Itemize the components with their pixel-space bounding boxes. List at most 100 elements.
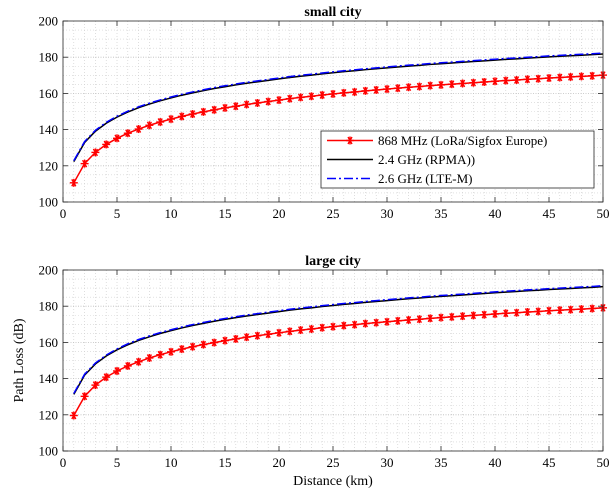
data-point [523,307,532,316]
data-point [404,315,413,324]
data-point [415,315,424,324]
data-point [480,310,489,319]
data-point [458,312,467,321]
data-point [404,83,413,92]
data-point [512,308,521,317]
x-tick-label: 30 [381,455,394,470]
x-tick-label: 50 [597,455,610,470]
data-point [296,93,305,102]
data-point [253,98,262,107]
data-point [307,325,316,334]
series-line-1 [73,53,604,163]
data-point [145,353,154,362]
x-tick-label: 10 [165,455,178,470]
data-point [469,78,478,87]
data-point [577,72,586,81]
x-tick-label: 45 [543,206,556,221]
data-point [285,327,294,336]
series-line-2 [73,52,604,162]
x-tick-label: 50 [597,206,610,221]
data-point [318,323,327,332]
data-point [102,140,111,149]
data-point [534,307,543,316]
data-point [383,317,391,326]
data-point [393,84,402,93]
data-point [480,77,489,86]
x-axis-label: Distance (km) [293,474,373,489]
legend-label-1: 2.4 GHz (RPMA)) [378,152,475,167]
data-point [156,117,165,126]
data-point [134,125,143,134]
x-tick-label: 40 [489,455,502,470]
y-tick-label: 100 [39,444,59,459]
data-point [264,330,273,339]
data-point [307,92,316,101]
data-point [393,316,402,325]
data-point [210,338,219,347]
data-point [372,85,381,94]
y-tick-label: 120 [39,158,59,173]
data-point [447,312,456,321]
data-point [545,306,553,315]
y-tick-label: 180 [39,299,59,314]
data-point [555,306,564,315]
data-point [512,76,521,85]
x-tick-label: 0 [60,455,67,470]
x-tick-label: 0 [60,206,67,221]
data-point [145,121,154,130]
x-tick-label: 10 [165,206,178,221]
data-point [275,96,283,105]
data-point [555,73,564,82]
data-point [383,85,391,94]
data-point [210,105,219,114]
data-point [588,304,597,313]
data-point [329,322,337,331]
data-point [102,373,111,382]
x-tick-label: 5 [114,455,121,470]
legend-label-0: 868 MHz (LoRa/Sigfox Europe) [378,133,547,148]
series-line-1 [73,285,604,395]
x-tick-label: 15 [219,455,232,470]
x-tick-label: 30 [381,206,394,221]
data-point [167,347,175,356]
x-tick-label: 25 [327,455,340,470]
x-tick-label: 35 [435,206,448,221]
data-point [361,86,370,95]
data-point [361,319,370,328]
data-point [69,411,78,420]
data-point [199,340,208,349]
data-point [275,328,283,337]
chart-0: 0 5 10 15 20 25 30 35 40 45 50 100 120 140 160 180 200 sm… [39,5,610,221]
data-point [123,361,132,370]
data-point [329,89,337,98]
data-point [285,94,294,103]
data-point [253,331,262,340]
x-tick-label: 20 [273,206,286,221]
data-point [372,318,381,327]
data-point [134,357,143,366]
y-tick-label: 200 [39,263,59,278]
y-tick-label: 140 [39,371,59,386]
data-point [80,392,89,401]
data-point [264,97,273,106]
data-point [167,115,175,124]
data-point [426,81,435,90]
data-point [188,342,197,351]
data-point [491,77,499,86]
data-point [447,80,456,89]
x-tick-label: 20 [273,455,286,470]
x-tick-label: 35 [435,455,448,470]
data-point [350,320,359,329]
legend-label-2: 2.6 GHz (LTE-M) [378,171,472,186]
data-point [177,112,186,121]
data-point [123,129,132,138]
data-point [113,134,121,143]
data-point [156,350,165,359]
data-point [242,100,251,109]
data-point [177,345,186,354]
data-point [91,148,100,157]
data-point [339,321,348,330]
data-point [491,309,499,318]
data-point [242,333,251,342]
data-point [199,107,208,116]
